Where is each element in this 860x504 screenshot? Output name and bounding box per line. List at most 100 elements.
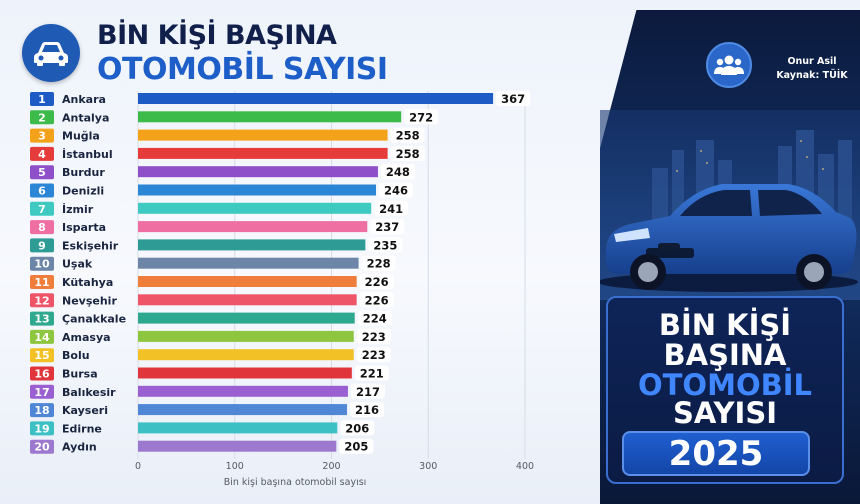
bar-row: 20 Aydın 205 (30, 438, 374, 454)
value-label-bg (370, 219, 405, 235)
bar (138, 294, 357, 306)
car-icon (34, 42, 68, 66)
value-label-bg (380, 164, 415, 180)
x-tick-label: 300 (419, 461, 437, 472)
rank-label: 14 (34, 331, 50, 344)
rank-badge (30, 220, 54, 235)
category-label: Eskişehir (62, 239, 119, 252)
bar-row: 15 Bolu 223 (30, 347, 391, 363)
bar (138, 349, 354, 361)
value-label-bg (340, 420, 375, 436)
value-label: 221 (360, 367, 384, 381)
bar (138, 440, 337, 452)
category-label: Isparta (62, 221, 106, 234)
category-label: Edirne (62, 422, 102, 435)
bar (138, 330, 354, 342)
rank-label: 13 (34, 313, 49, 326)
rank-badge (30, 293, 54, 308)
value-label: 248 (386, 165, 410, 179)
rank-badge (30, 275, 54, 289)
category-label: Ankara (62, 93, 106, 106)
rank-label: 17 (34, 386, 49, 399)
value-label: 241 (379, 202, 403, 216)
value-label-bg (361, 255, 396, 271)
bar-row: 16 Bursa 221 (30, 365, 389, 381)
value-label-bg (390, 145, 425, 161)
bar-row: 9 Eskişehir 235 (30, 237, 403, 253)
rank-badge (30, 128, 54, 143)
value-label-bg (356, 328, 391, 344)
value-label-bg (354, 365, 389, 381)
value-label-bg (357, 310, 392, 326)
rank-badge (30, 183, 54, 198)
x-axis-title: Bin kişi başına otomobil sayısı (224, 477, 367, 488)
promo-line1: BİN KİŞİ (658, 308, 792, 342)
value-label: 226 (365, 275, 389, 289)
value-label-bg (356, 347, 391, 363)
rank-label: 10 (34, 258, 50, 271)
rank-badge (30, 439, 54, 454)
x-tick-label: 100 (226, 461, 244, 472)
rank-badge (30, 403, 54, 418)
value-label: 272 (409, 110, 433, 124)
bar-row: 1 Ankara 367 (30, 91, 531, 106)
rank-label: 3 (38, 130, 46, 143)
value-label: 205 (344, 440, 368, 454)
bar (138, 312, 355, 324)
bar-row: 17 Balıkesir 217 (30, 383, 385, 399)
value-label-bg (359, 292, 394, 308)
rank-label: 7 (38, 203, 46, 216)
category-label: İstanbul (62, 147, 113, 161)
rank-label: 15 (34, 349, 49, 362)
rank-label: 2 (38, 111, 46, 124)
car-city-illustration (600, 110, 860, 300)
category-label: Bolu (62, 349, 90, 362)
year-badge: 2025 (622, 431, 810, 476)
rank-label: 19 (34, 422, 49, 435)
rank-badge (30, 110, 54, 125)
bar (138, 257, 359, 269)
author-name: Onur Asil (787, 56, 837, 67)
people-group-icon (706, 42, 752, 88)
value-label-bg (404, 109, 439, 125)
category-label: Nevşehir (62, 294, 117, 307)
rank-badge (30, 348, 54, 363)
bar-row: 12 Nevşehir 226 (30, 292, 394, 308)
rank-label: 1 (38, 93, 46, 106)
category-label: Amasya (62, 331, 111, 344)
car-logo (22, 24, 80, 82)
value-label: 237 (375, 220, 399, 234)
category-label: Aydın (62, 441, 97, 454)
bar (138, 422, 338, 434)
category-label: Balıkesir (62, 386, 116, 399)
promo-line2: BAŞINA (663, 338, 787, 372)
rank-badge (30, 165, 54, 180)
source-text: Kaynak: TÜİK (776, 70, 848, 81)
value-label: 258 (396, 147, 420, 161)
category-label: Uşak (62, 258, 93, 271)
category-label: Kayseri (62, 404, 108, 417)
category-label: Burdur (62, 166, 105, 179)
value-label: 235 (373, 238, 397, 252)
rank-label: 4 (38, 148, 46, 161)
bar-row: 7 İzmir 241 (30, 200, 409, 216)
rank-badge (30, 366, 54, 381)
rank-label: 11 (34, 276, 49, 289)
x-tick-label: 0 (135, 461, 141, 472)
value-label-bg (379, 182, 414, 198)
rank-label: 6 (38, 185, 46, 198)
bar-row: 8 Isparta 237 (30, 219, 405, 235)
bar (138, 239, 366, 251)
bar (138, 385, 348, 397)
value-label-bg (496, 91, 531, 106)
value-label-bg (349, 402, 384, 418)
category-label: Kütahya (62, 276, 113, 289)
x-tick-label: 200 (322, 461, 340, 472)
rank-badge (30, 329, 54, 344)
category-label: Bursa (62, 368, 98, 381)
bar (138, 221, 368, 233)
bar-row: 11 Kütahya 226 (30, 274, 394, 289)
bar (138, 111, 402, 123)
source-credit: Onur Asil Kaynak: TÜİK (768, 55, 856, 83)
bar (138, 202, 372, 214)
